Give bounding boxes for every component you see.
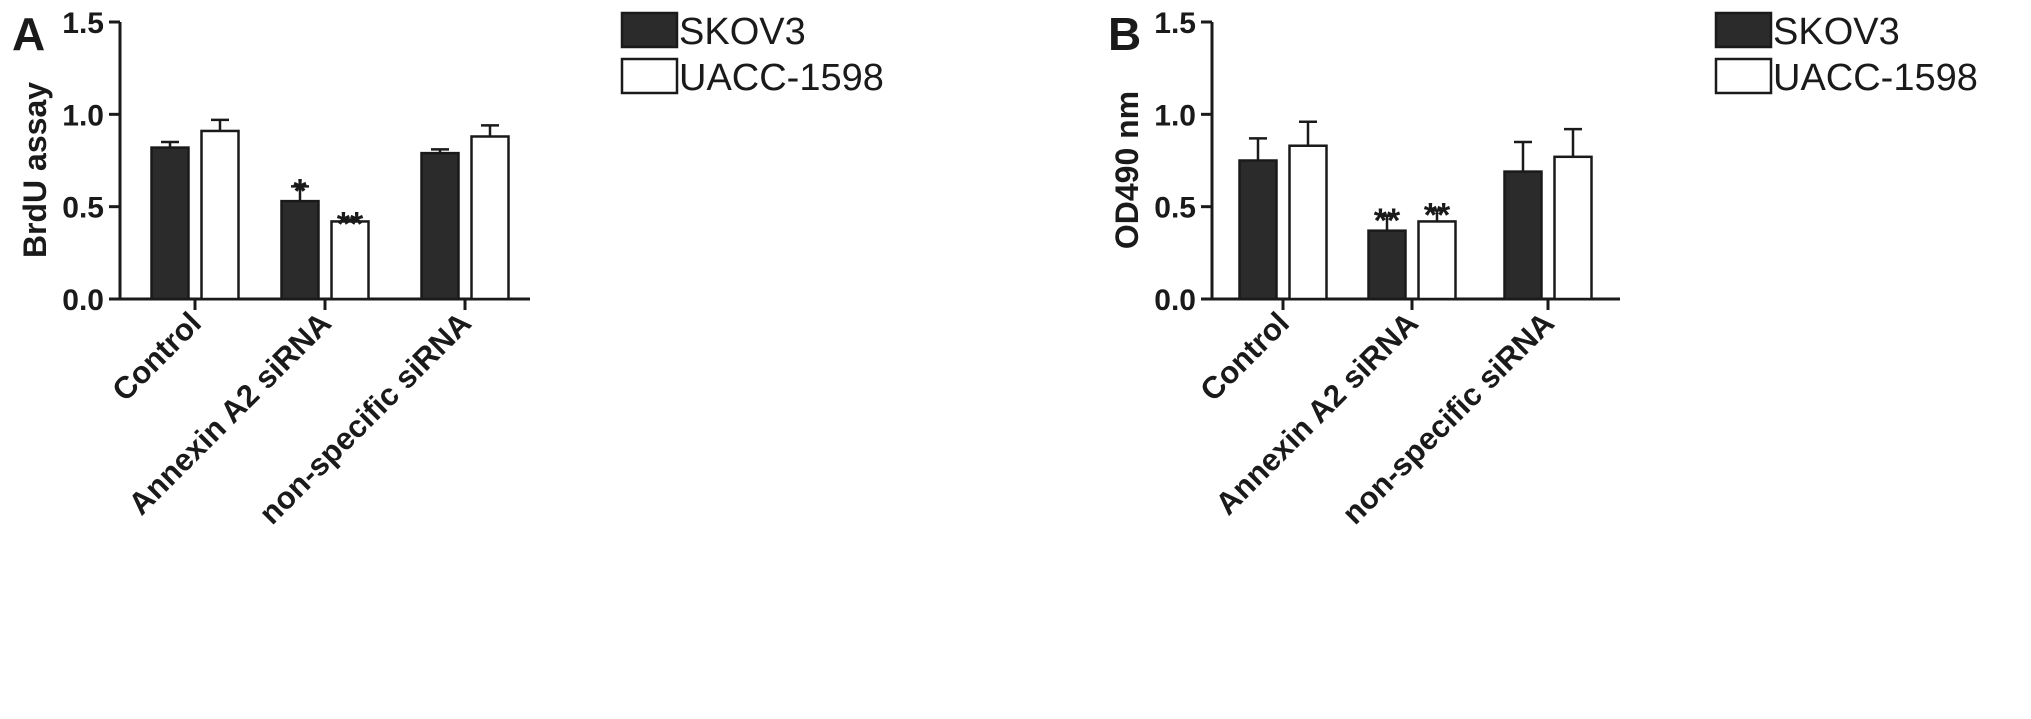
significance-mark: ** — [1424, 196, 1451, 234]
legend-label: SKOV3 — [679, 11, 806, 53]
y-tick-label: 0.5 — [1154, 192, 1196, 225]
bar — [420, 151, 460, 301]
bar — [1553, 155, 1593, 301]
y-axis-title: OD490 nm — [1109, 91, 1145, 249]
legend-swatch — [1714, 11, 1773, 49]
y-tick-label: 1.5 — [1154, 7, 1196, 40]
bar — [1288, 144, 1328, 301]
bar — [200, 129, 240, 301]
significance-mark: ** — [1374, 202, 1401, 240]
bars: *** — [150, 118, 510, 301]
y-tick-label: 1.0 — [1154, 99, 1196, 132]
bar — [1367, 229, 1407, 301]
legend-label: UACC-1598 — [1773, 57, 1978, 99]
panel-letter: A — [12, 8, 45, 60]
x-tick-label: Control — [105, 305, 208, 408]
bar — [280, 199, 320, 301]
bar — [1503, 170, 1543, 301]
legend-label: UACC-1598 — [679, 57, 884, 99]
y-axis-title: BrdU assay — [17, 82, 53, 258]
y-tick-label: 0.0 — [1154, 284, 1196, 317]
panel-a: A BrdU assay 0.00.51.01.5ControlAnnexin … — [12, 7, 884, 531]
y-tick-label: 1.5 — [62, 7, 104, 40]
bar — [470, 135, 510, 301]
legend-swatch — [1714, 57, 1773, 95]
y-tick-label: 1.0 — [62, 99, 104, 132]
bar — [150, 146, 190, 301]
panel-letter: B — [1108, 8, 1141, 60]
legend-swatch — [620, 11, 679, 49]
legend-swatch — [620, 57, 679, 95]
significance-mark: * — [293, 172, 307, 210]
x-tick-label: Control — [1193, 305, 1296, 408]
y-tick-label: 0.0 — [62, 284, 104, 317]
bars: ** ** — [1238, 120, 1593, 301]
bar — [1238, 159, 1278, 301]
significance-mark: ** — [337, 206, 364, 244]
legend-label: SKOV3 — [1773, 11, 1900, 53]
bar — [330, 220, 370, 301]
y-tick-label: 0.5 — [62, 192, 104, 225]
